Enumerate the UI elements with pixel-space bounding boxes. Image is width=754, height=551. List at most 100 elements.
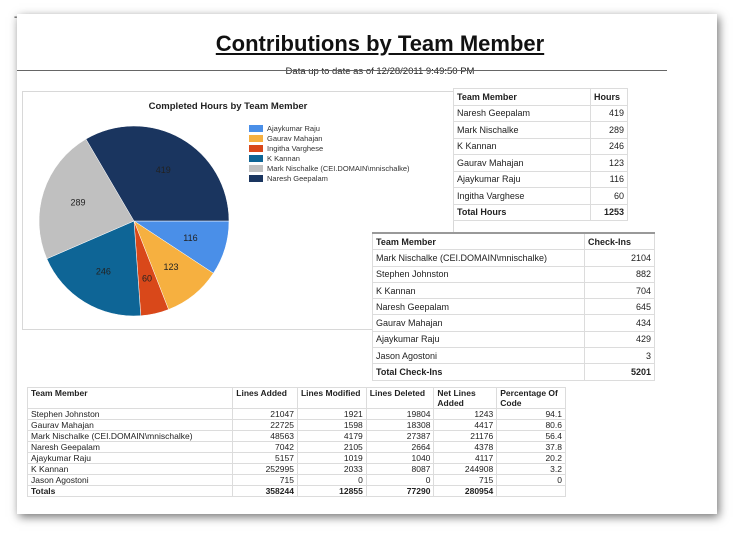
table-cell: 434: [584, 314, 655, 332]
table-cell: Mark Nischalke (CEI.DOMAIN\mnischalke): [26, 430, 234, 442]
table-row: Mark Nischalke (CEI.DOMAIN\mnischalke) 48…: [26, 430, 566, 442]
table-cell: 19804: [365, 408, 435, 420]
table-cell: 20.2: [496, 452, 566, 464]
table-cell: Stephen Johnston: [372, 265, 585, 283]
table-row: Ingitha Varghese 60: [453, 187, 628, 205]
legend-swatch: [249, 134, 263, 142]
legend-label: Ingitha Varghese: [267, 143, 324, 153]
table-cell: Mark Nischalke: [453, 121, 591, 139]
table-row: Naresh Geepalam 7042 2105 2664 4378 37.8: [26, 441, 566, 453]
pie-chart-panel: 116 123 60 246 289 419 Completed Hours by Tea…: [22, 91, 454, 330]
table-cell: 246: [590, 137, 628, 155]
pie-slice: [85, 125, 230, 222]
table-cell: 60: [590, 187, 628, 205]
header-row: Team Member Lines Added Lines Modified Line…: [26, 387, 566, 409]
checkins-table: Team Member Check-Ins Mark Nischalke (CEI.…: [372, 232, 655, 381]
table-cell: 80.6: [496, 419, 566, 431]
table-cell: 3.2: [496, 463, 566, 475]
header-row: Team Member Hours: [453, 88, 628, 106]
legend-item: Naresh Geepalam: [249, 173, 410, 183]
column-header: Lines Added: [232, 387, 298, 409]
total-cell: 1253: [590, 203, 628, 221]
table-cell: 1921: [296, 408, 367, 420]
table-cell: 2104: [584, 249, 655, 267]
column-header: Check-Ins: [584, 232, 655, 251]
table-cell: Stephen Johnston: [26, 408, 234, 420]
legend-label: Naresh Geepalam: [267, 173, 328, 183]
table-row: Ajaykumar Raju 5157 1019 1040 4117 20.2: [26, 452, 566, 464]
table-cell: 715: [232, 474, 298, 486]
lines-table: Team Member Lines Added Lines Modified Line…: [26, 387, 566, 497]
table-cell: 22725: [232, 419, 298, 431]
legend-label: K Kannan: [267, 153, 300, 163]
table-cell: 2664: [365, 441, 435, 453]
pie-chart: 116 123 60 246 289 419: [38, 125, 230, 317]
table-row: K Kannan 252995 2033 8087 244908 3.2: [26, 463, 566, 475]
column-header: Team Member: [372, 232, 585, 251]
table-row: Stephen Johnston 882: [372, 265, 655, 283]
total-cell: Total Hours: [453, 203, 591, 221]
table-cell: 56.4: [496, 430, 566, 442]
pie-slice: [46, 220, 142, 317]
total-row: Total Hours 1253: [453, 203, 628, 221]
table-cell: Naresh Geepalam: [372, 298, 585, 316]
table-row: Gaurav Mahajan 434: [372, 314, 655, 332]
total-cell: 358244: [232, 485, 298, 497]
table-cell: Ingitha Varghese: [453, 187, 591, 205]
table-cell: 5157: [232, 452, 298, 464]
legend-item: Ingitha Varghese: [249, 143, 410, 153]
column-header: Percentage Of Code: [496, 387, 566, 409]
column-header: Hours: [590, 88, 628, 106]
table-row: Gaurav Mahajan 22725 1598 18308 4417 80.6: [26, 419, 566, 431]
table-row: Mark Nischalke (CEI.DOMAIN\mnischalke) 21…: [372, 249, 655, 267]
total-cell: Total Check-Ins: [372, 363, 585, 381]
legend-swatch: [249, 154, 263, 162]
pie-data-label: 419: [156, 165, 171, 175]
table-cell: K Kannan: [372, 281, 585, 300]
table-cell: Gaurav Mahajan: [453, 154, 591, 172]
table-cell: 1243: [433, 408, 498, 420]
table-row: Naresh Geepalam 419: [453, 104, 628, 122]
table-cell: 94.1: [496, 408, 566, 420]
table-cell: 429: [584, 330, 655, 349]
table-cell: 715: [433, 474, 498, 486]
table-row: Stephen Johnston 21047 1921 19804 1243 94.1: [26, 408, 566, 420]
table-row: Ajaykumar Raju 429: [372, 330, 655, 349]
page-title: Contributions by Team Member: [215, 31, 545, 56]
table-cell: 2033: [296, 463, 367, 475]
table-cell: Gaurav Mahajan: [26, 419, 234, 431]
table-cell: 7042: [232, 441, 298, 453]
table-cell: 116: [590, 170, 628, 188]
table-cell: 704: [584, 281, 655, 300]
table-cell: 21176: [433, 430, 498, 442]
table-row: K Kannan 704: [372, 281, 655, 300]
table-cell: 645: [584, 298, 655, 316]
table-cell: K Kannan: [453, 137, 591, 155]
table-cell: Ajaykumar Raju: [372, 330, 585, 349]
total-cell: [496, 485, 566, 497]
table-cell: 882: [584, 265, 655, 283]
pie-data-label: 116: [183, 233, 197, 243]
table-cell: Ajaykumar Raju: [26, 452, 234, 464]
pie-data-label: 60: [142, 273, 152, 283]
total-cell: 12855: [296, 485, 367, 497]
table-row: Jason Agostoni 3: [372, 347, 655, 365]
table-cell: 4179: [296, 430, 367, 442]
table-row: K Kannan 246: [453, 137, 628, 155]
pie-slice: [38, 138, 135, 260]
legend-item: K Kannan: [249, 153, 410, 163]
column-header: Net Lines Added: [433, 387, 498, 409]
divider: [17, 70, 667, 71]
table-cell: 123: [590, 154, 628, 172]
table-cell: 1040: [365, 452, 435, 464]
hours-table: Team Member Hours Naresh Geepalam 419 Mark N…: [453, 88, 628, 221]
table-row: Naresh Geepalam 645: [372, 298, 655, 316]
table-cell: 3: [584, 347, 655, 365]
table-cell: 419: [590, 104, 628, 122]
table-cell: 4117: [433, 452, 498, 464]
table-cell: Naresh Geepalam: [453, 104, 591, 122]
table-cell: 252995: [232, 463, 298, 475]
table-cell: Mark Nischalke (CEI.DOMAIN\mnischalke): [372, 249, 585, 267]
legend-swatch: [249, 144, 263, 152]
table-cell: 21047: [232, 408, 298, 420]
